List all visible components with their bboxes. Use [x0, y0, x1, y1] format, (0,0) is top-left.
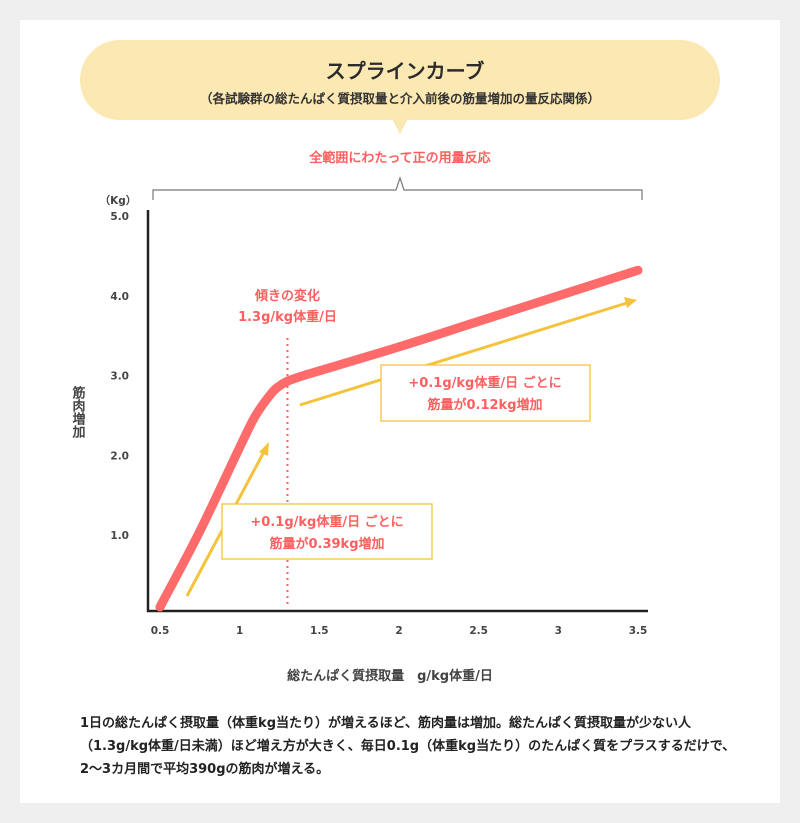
chart-title: スプラインカーブ — [326, 59, 485, 83]
x-tick-label: 3 — [555, 625, 562, 637]
y-unit: （Kg） — [100, 194, 137, 207]
x-tick-labels: 0.5 1 1.5 2 2.5 3 3.5 — [151, 625, 648, 637]
y-tick-label: 4.0 — [110, 291, 129, 303]
x-tick-label: 2 — [395, 625, 402, 637]
title-bubble — [80, 40, 720, 134]
x-tick-label: 0.5 — [151, 625, 170, 637]
annotation-1-line1: +0.1g/kg体重/日 ごとに — [250, 514, 403, 530]
x-tick-label: 1.5 — [310, 625, 329, 637]
annotation-2-line1: +0.1g/kg体重/日 ごとに — [408, 375, 561, 391]
breakpoint-label-line2: 1.3g/kg体重/日 — [238, 309, 337, 325]
y-tick-label: 3.0 — [110, 371, 129, 383]
x-tick-label: 3.5 — [629, 625, 648, 637]
y-tick-label: 2.0 — [110, 450, 129, 462]
y-tick-label: 1.0 — [110, 530, 129, 542]
y-tick-labels: 5.0 4.0 3.0 2.0 1.0 — [110, 211, 129, 542]
description: 1日の総たんぱく摂取量（体重kg当たり）が増えるほど、筋肉量は増加。総たんぱく質… — [80, 712, 760, 781]
x-axis-label: 総たんぱく質摂取量 g/kg体重/日 — [287, 668, 493, 684]
y-axis-label: 筋肉増加 — [70, 385, 87, 439]
annotation-box-1 — [221, 503, 433, 560]
annotation-1-line2: 筋量が0.39kg増加 — [268, 536, 384, 552]
description-line-1: 1日の総たんぱく摂取量（体重kg当たり）が増えるほど、筋肉量は増加。総たんぱく質… — [80, 716, 691, 731]
description-line-3: 2～3カ月間で平均390gの筋肉が増える。 — [80, 762, 330, 777]
annotation-box-2 — [380, 364, 591, 422]
breakpoint-label-line1: 傾きの変化 — [254, 288, 320, 304]
slope-arrow-2 — [299, 297, 637, 407]
x-tick-label: 1 — [236, 625, 243, 637]
annotation-2-line2: 筋量が0.12kg増加 — [426, 397, 542, 413]
x-tick-label: 2.5 — [469, 625, 488, 637]
description-line-2: （1.3g/kg体重/日未満）ほど増え方が大きく、毎日0.1g（体重kg当たり）… — [80, 739, 736, 754]
spline-curve — [155, 265, 643, 612]
chart-subtitle: （各試験群の総たんぱく質摂取量と介入前後の筋量増加の量反応関係） — [200, 91, 600, 106]
range-label: 全範囲にわたって正の用量反応 — [308, 150, 490, 166]
y-tick-label: 5.0 — [110, 211, 129, 223]
range-bracket — [152, 176, 643, 200]
